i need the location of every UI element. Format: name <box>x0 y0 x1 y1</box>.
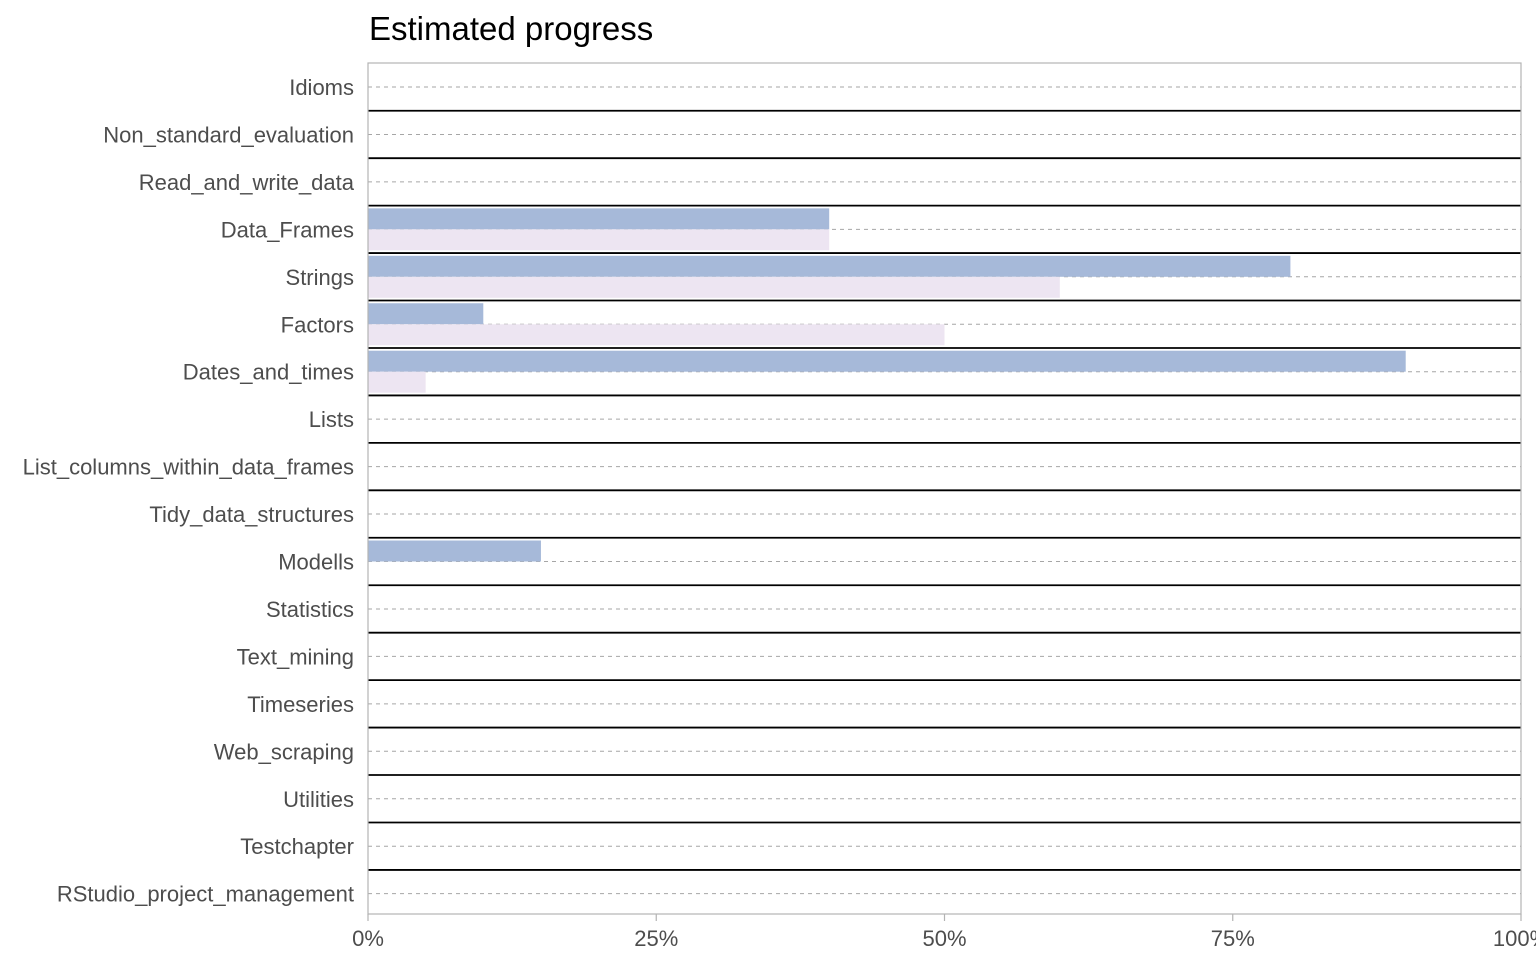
category-label-timeseries: Timeseries <box>247 692 354 717</box>
category-label-rstudio-project-management: RStudio_project_management <box>57 882 354 907</box>
category-labels: Idioms Non_standard_evaluation Read_and_wr… <box>23 75 355 907</box>
category-label-tidy-data-structures: Tidy_data_structures <box>149 502 354 527</box>
x-tick-label-3: 75% <box>1211 926 1255 951</box>
category-label-non-standard-evaluation: Non_standard_evaluation <box>103 122 354 147</box>
bar-series1-modells <box>368 540 541 562</box>
chart-title: Estimated progress <box>369 10 653 47</box>
category-label-testchapter: Testchapter <box>240 834 354 859</box>
x-tick-label-4: 100% <box>1493 926 1536 951</box>
category-label-statistics: Statistics <box>266 597 354 622</box>
category-label-dates-and-times: Dates_and_times <box>183 360 354 385</box>
category-label-data-frames: Data_Frames <box>221 217 354 242</box>
bar-series2-dates-and-times <box>368 371 426 393</box>
bar-series2-factors <box>368 324 945 346</box>
bar-series1-strings <box>368 255 1291 277</box>
bar-series2-data-frames <box>368 229 830 251</box>
bar-series1-factors <box>368 303 484 325</box>
bar-series1-data-frames <box>368 208 830 230</box>
category-separators <box>368 109 1521 871</box>
bar-series2-strings <box>368 276 1060 298</box>
bar-series1-dates-and-times <box>368 350 1406 372</box>
x-axis-ticks: 0% 25% 50% 75% 100% <box>352 914 1536 951</box>
x-tick-label-1: 25% <box>634 926 678 951</box>
category-label-list-columns-within-data-frames: List_columns_within_data_frames <box>23 455 354 480</box>
category-label-factors: Factors <box>281 312 354 337</box>
category-label-utilities: Utilities <box>283 787 354 812</box>
category-label-strings: Strings <box>286 265 354 290</box>
category-label-idioms: Idioms <box>289 75 354 100</box>
panel-border <box>367 62 1522 915</box>
category-label-modells: Modells <box>278 550 354 575</box>
category-label-text-mining: Text_mining <box>237 644 354 669</box>
bars <box>368 208 1406 562</box>
category-label-web-scraping: Web_scraping <box>214 739 354 764</box>
category-label-lists: Lists <box>309 407 354 432</box>
x-tick-label-0: 0% <box>352 926 384 951</box>
category-label-read-and-write-data: Read_and_write_data <box>139 170 355 195</box>
x-tick-label-2: 50% <box>922 926 966 951</box>
